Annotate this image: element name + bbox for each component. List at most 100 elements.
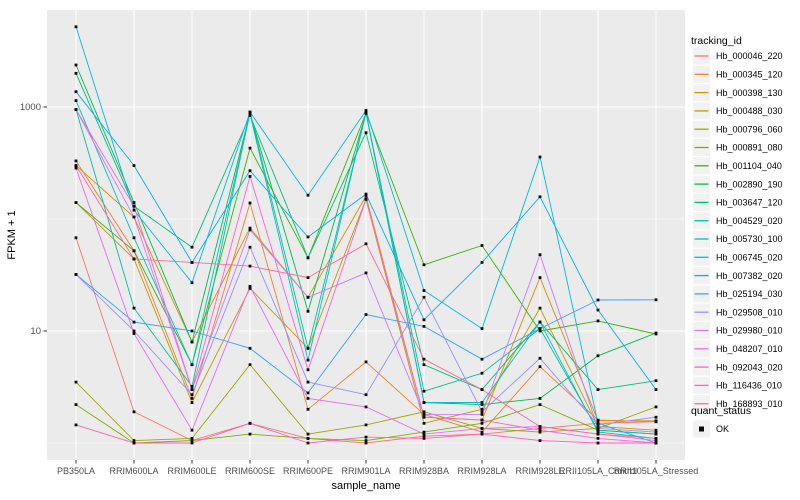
- data-point: [480, 403, 484, 406]
- legend-title-tracking-id: tracking_id: [691, 35, 742, 47]
- data-point: [538, 276, 542, 279]
- legend-item: Hb_000398_130: [693, 84, 783, 102]
- data-point: [190, 340, 194, 344]
- data-point: [480, 407, 484, 411]
- data-point: [480, 421, 484, 425]
- data-point: [364, 271, 368, 275]
- data-point: [364, 192, 368, 196]
- data-point: [132, 441, 136, 445]
- data-point: [538, 439, 542, 442]
- data-point: [538, 365, 542, 369]
- data-point: [190, 393, 194, 397]
- x-tick-label: RRIM928BA: [399, 466, 449, 476]
- data-point: [306, 276, 310, 279]
- data-point: [132, 208, 136, 212]
- legend-item: OK: [693, 420, 729, 438]
- data-point: [248, 175, 252, 178]
- x-tick-label: RRIM600PE: [283, 466, 333, 476]
- data-point: [422, 413, 426, 416]
- data-point: [422, 389, 426, 393]
- legend-item: Hb_000046_220: [693, 47, 783, 65]
- x-tick-label: RRIM600LA: [109, 466, 158, 476]
- data-point: [654, 331, 658, 335]
- legend-label: Hb_048207_010: [716, 344, 783, 354]
- data-point: [248, 363, 252, 367]
- data-point: [654, 415, 658, 419]
- legend-quant-status: OK: [693, 420, 729, 438]
- data-point: [480, 410, 484, 414]
- data-point: [132, 257, 136, 261]
- data-point: [190, 329, 194, 333]
- x-tick-label: RRII105LA_Control: [559, 466, 637, 476]
- data-point: [364, 439, 368, 442]
- data-point: [74, 63, 78, 67]
- data-point: [74, 423, 78, 427]
- legend-item: Hb_007382_020: [693, 267, 783, 285]
- data-point: [422, 357, 426, 361]
- data-point: [596, 437, 600, 440]
- data-point: [306, 295, 310, 299]
- data-point: [654, 298, 658, 302]
- data-point: [538, 430, 542, 434]
- data-point: [74, 166, 78, 170]
- legend-label: Hb_029980_010: [716, 326, 783, 336]
- data-point: [364, 131, 368, 135]
- data-point: [248, 112, 252, 116]
- data-point: [596, 430, 600, 434]
- data-point: [654, 437, 658, 440]
- data-point: [74, 25, 78, 29]
- data-point: [538, 306, 542, 310]
- data-point: [190, 245, 194, 249]
- data-point: [538, 195, 542, 199]
- data-point: [190, 401, 194, 404]
- data-point: [422, 415, 426, 419]
- legend-label: Hb_005730_100: [716, 234, 783, 244]
- data-point: [364, 110, 368, 114]
- data-point: [596, 423, 600, 427]
- legend-item: Hb_025194_030: [693, 285, 783, 303]
- legend-label: OK: [716, 424, 729, 434]
- data-point: [248, 421, 252, 425]
- data-point: [190, 281, 194, 285]
- data-point: [190, 439, 194, 442]
- data-point: [306, 407, 310, 411]
- data-point: [364, 441, 368, 445]
- legend-item: Hb_000891_080: [693, 139, 783, 156]
- data-point: [364, 423, 368, 427]
- axes: 1000 10 PB350LA RRIM600LA RRIM600LE RRIM600SE…: [20, 102, 698, 476]
- data-point: [248, 169, 252, 173]
- data-point: [306, 437, 310, 440]
- legend-label: Hb_025194_030: [716, 289, 783, 299]
- legend-label: Hb_003647_120: [716, 198, 783, 208]
- y-tick-label: 1000: [20, 102, 41, 113]
- legend-item: Hb_005730_100: [693, 230, 783, 248]
- data-point: [596, 427, 600, 430]
- data-point: [248, 114, 252, 117]
- data-point: [190, 428, 194, 432]
- legend-label: Hb_004529_020: [716, 216, 783, 226]
- data-point: [364, 313, 368, 316]
- data-point: [596, 298, 600, 302]
- data-point: [422, 432, 426, 436]
- data-point: [538, 428, 542, 432]
- data-point: [422, 434, 426, 438]
- data-point: [74, 99, 78, 102]
- data-point: [364, 242, 368, 246]
- data-point: [422, 295, 426, 299]
- legend-label: Hb_006745_020: [716, 253, 783, 263]
- data-point: [480, 432, 484, 436]
- data-point: [306, 397, 310, 400]
- legend-item: Hb_006745_020: [693, 248, 783, 266]
- data-point: [538, 356, 542, 360]
- x-tick-label: RRIM600SE: [225, 466, 275, 476]
- legend-label: Hb_000796_060: [716, 124, 783, 134]
- legend-label: Hb_168893_010: [716, 399, 783, 409]
- data-point: [596, 308, 600, 312]
- data-point: [306, 235, 310, 239]
- data-point: [364, 197, 368, 201]
- data-point: [132, 332, 136, 335]
- data-point: [654, 379, 658, 383]
- data-point: [74, 108, 78, 111]
- data-point: [74, 90, 78, 94]
